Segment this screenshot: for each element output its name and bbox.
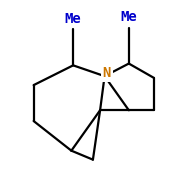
Text: Me: Me <box>65 12 81 26</box>
Text: Me: Me <box>120 10 137 24</box>
Text: N: N <box>103 66 111 80</box>
